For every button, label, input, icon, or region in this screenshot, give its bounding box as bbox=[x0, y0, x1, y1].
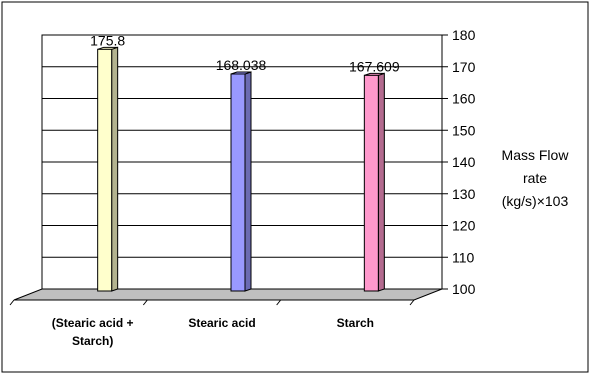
category-axis: (Stearic acid + Starch) Stearic acid Starch bbox=[9, 299, 415, 348]
bar-side bbox=[377, 72, 385, 292]
category-label: Starch bbox=[337, 316, 374, 330]
y-tick-label: 100 bbox=[452, 281, 476, 297]
y-tick-label: 130 bbox=[452, 186, 476, 202]
y-axis-title-line: (kg/s)×103 bbox=[502, 193, 569, 209]
category-label: Stearic acid bbox=[188, 316, 255, 330]
data-label: 175.8 bbox=[90, 32, 125, 48]
bar bbox=[230, 73, 246, 292]
value-axis: 100 110 120 130 140 150 160 170 180 bbox=[442, 27, 476, 297]
y-axis-title-line: Mass Flow bbox=[502, 147, 570, 163]
bar-side bbox=[244, 71, 252, 292]
x-tick-mark bbox=[409, 299, 415, 306]
bar-series bbox=[97, 46, 385, 292]
bar-side bbox=[111, 46, 119, 292]
y-tick-label: 180 bbox=[452, 27, 476, 43]
category-label: Starch) bbox=[72, 334, 113, 348]
bar bbox=[363, 74, 379, 292]
y-axis-title: Mass Flow rate (kg/s)×103 bbox=[502, 147, 570, 209]
data-label: 167.609 bbox=[349, 58, 400, 74]
category-label: (Stearic acid + bbox=[52, 316, 134, 330]
x-tick-mark bbox=[276, 299, 282, 306]
y-tick-label: 160 bbox=[452, 91, 476, 107]
data-label: 168.038 bbox=[216, 57, 267, 73]
data-labels: 175.8 168.038 167.609 bbox=[90, 32, 400, 74]
y-tick-label: 140 bbox=[452, 154, 476, 170]
x-tick-mark bbox=[142, 299, 148, 306]
y-axis-title-line: rate bbox=[523, 170, 547, 186]
y-tick-label: 150 bbox=[452, 122, 476, 138]
y-tick-label: 170 bbox=[452, 59, 476, 75]
y-tick-label: 110 bbox=[452, 249, 475, 265]
bar bbox=[97, 48, 113, 292]
y-tick-label: 120 bbox=[452, 218, 476, 234]
x-tick-mark bbox=[9, 299, 15, 306]
